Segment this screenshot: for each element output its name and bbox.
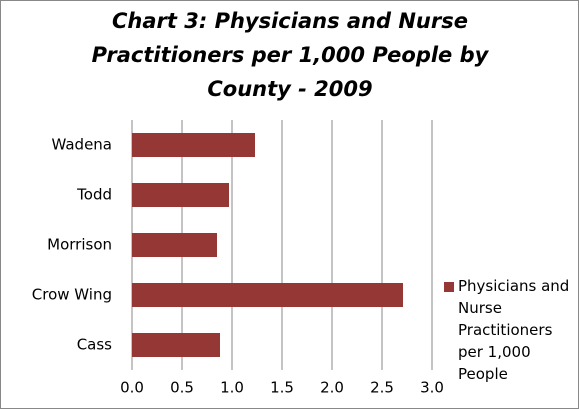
x-tick-label: 3.0 <box>420 379 444 397</box>
bar <box>132 183 229 207</box>
x-tick-label: 1.0 <box>220 379 244 397</box>
y-tick-label: Crow Wing <box>32 286 112 304</box>
legend-box: Physicians and Nurse Practitioners per 1… <box>458 277 570 383</box>
y-tick-label: Cass <box>77 336 112 354</box>
legend-label: Physicians and Nurse Practitioners per 1… <box>458 277 570 383</box>
x-tick-label: 2.0 <box>320 379 344 397</box>
x-tick-label: 0.5 <box>170 379 194 397</box>
y-tick-label: Morrison <box>47 236 112 254</box>
y-tick-label: Wadena <box>51 136 112 154</box>
y-tick-label: Todd <box>76 186 112 204</box>
bar <box>132 233 217 257</box>
bar <box>132 283 403 307</box>
x-tick-label: 1.5 <box>270 379 294 397</box>
x-tick-label: 0.0 <box>120 379 144 397</box>
bar <box>132 133 255 157</box>
bar <box>132 333 220 357</box>
title-box: Chart 3: Physicians and Nurse Practition… <box>91 9 489 101</box>
legend-swatch <box>444 282 454 292</box>
chart-title: Chart 3: Physicians and Nurse Practition… <box>91 9 489 101</box>
x-tick-label: 2.5 <box>370 379 394 397</box>
